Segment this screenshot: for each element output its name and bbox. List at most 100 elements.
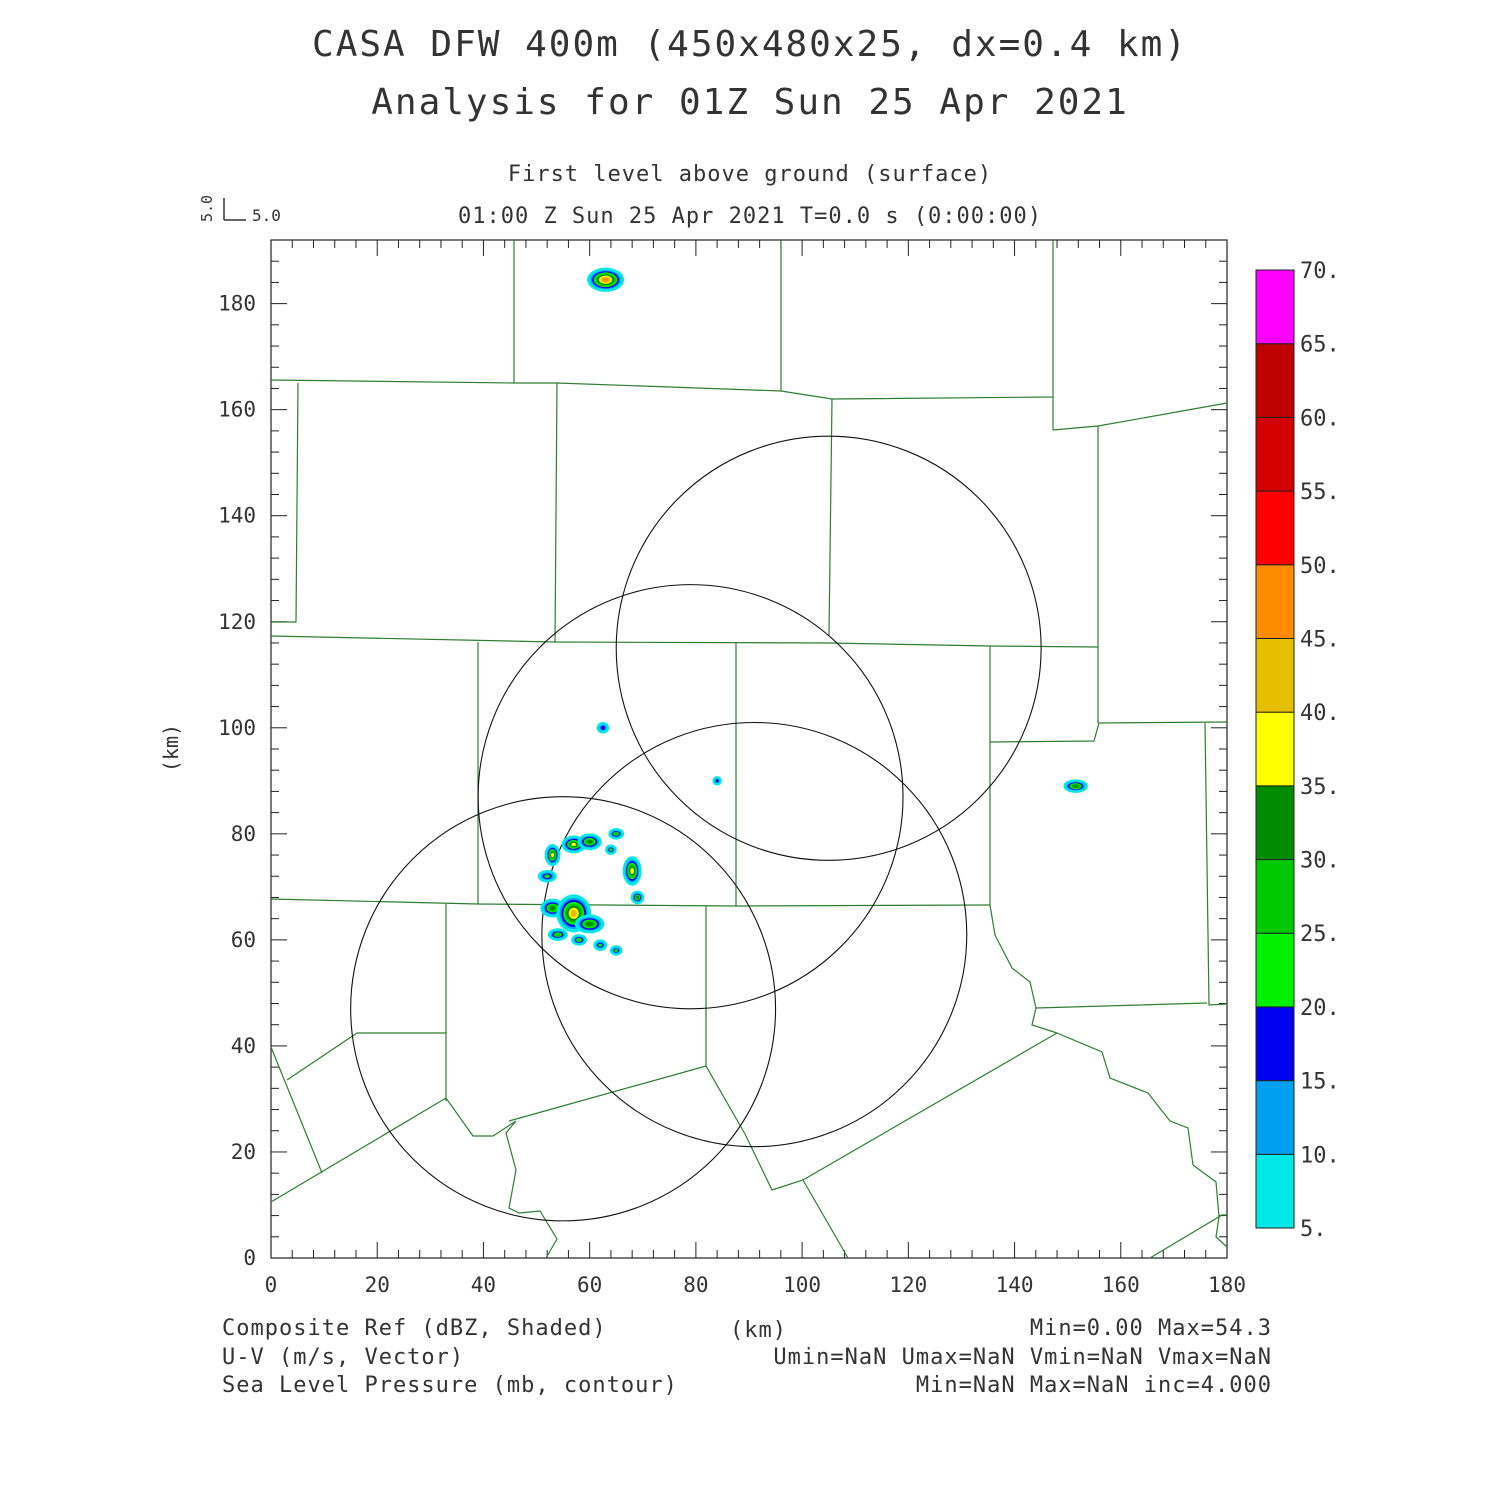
- reflectivity-band: [630, 867, 634, 875]
- reflectivity-band: [544, 874, 551, 879]
- colorbar-swatch: [1255, 1080, 1295, 1155]
- reflectivity-band: [602, 277, 609, 282]
- map-title: CASA DFW 400m (450x480x25, dx=0.4 km): [312, 24, 1188, 65]
- colorbar-label: 65.: [1300, 333, 1340, 358]
- y-tick-label: 120: [218, 610, 256, 634]
- axis-ticks: [270, 239, 1228, 1259]
- colorbar-label: 20.: [1300, 996, 1340, 1021]
- reflectivity-band: [614, 948, 619, 952]
- y-tick-label: 160: [218, 398, 256, 422]
- vector-scale-key: 5.0 5.0: [198, 195, 281, 225]
- colorbar-label: 5.: [1300, 1217, 1327, 1242]
- field-label-pressure: Sea Level Pressure (mb, contour): [222, 1373, 678, 1398]
- x-tick-label: 100: [783, 1273, 821, 1297]
- colorbar-swatch: [1255, 785, 1295, 861]
- colorbar-swatch: [1255, 932, 1295, 1008]
- colorbar-swatch: [1255, 416, 1295, 492]
- reflectivity-cell: [608, 828, 625, 840]
- x-tick-label: 140: [996, 1273, 1034, 1297]
- colorbar-label: 10.: [1300, 1143, 1340, 1168]
- colorbar-label: 45.: [1300, 627, 1340, 652]
- x-tick-label: 160: [1102, 1273, 1140, 1297]
- x-tick-label: 60: [577, 1273, 602, 1297]
- wind-minmax: Umin=NaN Umax=NaN Vmin=NaN Vmax=NaN: [773, 1345, 1272, 1370]
- x-tick-label: 20: [365, 1273, 390, 1297]
- reflectivity-band: [614, 832, 619, 836]
- reflectivity-band: [586, 921, 594, 927]
- reflectivity-cell: [605, 844, 617, 855]
- reflectivity-cell: [537, 869, 557, 883]
- reflectivity-cell: [587, 267, 625, 292]
- colorbar-swatch: [1255, 711, 1295, 787]
- y-tick-label: 80: [231, 822, 256, 846]
- reflectivity-band: [635, 895, 639, 899]
- reflectivity-cell: [574, 914, 605, 934]
- reflectivity-cell: [630, 890, 645, 905]
- range-ring: [350, 796, 777, 1222]
- colorbar-swatch: [1255, 1153, 1295, 1229]
- reflectivity-cell: [596, 722, 610, 734]
- radar-range-rings: [350, 435, 1042, 1222]
- colorbar-label: 30.: [1300, 849, 1340, 874]
- reflectivity-band: [549, 905, 556, 911]
- y-axis-unit: (km): [159, 724, 183, 772]
- vector-scale-x: 5.0: [252, 206, 281, 225]
- colorbar-swatch: [1255, 269, 1295, 345]
- reflectivity-band: [570, 909, 577, 917]
- x-tick-label: 180: [1208, 1273, 1246, 1297]
- reflectivity-band: [555, 933, 561, 937]
- reflectivity-band: [609, 848, 613, 852]
- level-label: First level above ground (surface): [507, 162, 993, 187]
- reflectivity-cell: [609, 945, 623, 956]
- y-tick-label: 20: [231, 1140, 256, 1164]
- analysis-time-title: Analysis for 01Z Sun 25 Apr 2021: [371, 82, 1129, 123]
- field-label-reflectivity: Composite Ref (dBZ, Shaded): [222, 1316, 607, 1341]
- reflectivity-minmax: Min=0.00 Max=54.3: [1029, 1316, 1272, 1341]
- reflectivity-cell: [622, 856, 642, 886]
- reflectivity-cell: [577, 833, 602, 851]
- x-axis-unit: (km): [730, 1318, 787, 1343]
- x-tick-label: 80: [683, 1273, 708, 1297]
- y-tick-label: 40: [231, 1034, 256, 1058]
- valid-time-label: 01:00 Z Sun 25 Apr 2021 T=0.0 s (0:00:00…: [457, 204, 1043, 229]
- y-tick-label: 0: [243, 1246, 256, 1270]
- range-ring: [615, 435, 1042, 861]
- county-boundaries: [270, 240, 1228, 1259]
- colorbar-label: 70.: [1300, 259, 1340, 284]
- x-tick-label: 120: [889, 1273, 927, 1297]
- x-tick-label: 0: [265, 1273, 278, 1297]
- y-tick-label: 100: [218, 716, 256, 740]
- reflectivity-cell: [571, 934, 587, 946]
- colorbar-label: 25.: [1300, 922, 1340, 947]
- vector-scale-y: 5.0: [198, 195, 216, 222]
- colorbar-label: 15.: [1300, 1070, 1340, 1095]
- range-ring: [477, 584, 904, 1010]
- x-tick-label: 40: [471, 1273, 496, 1297]
- reflectivity-band: [577, 938, 582, 942]
- colorbar-label: 35.: [1300, 775, 1340, 800]
- colorbar-label: 55.: [1300, 480, 1340, 505]
- colorbar-label: 60.: [1300, 406, 1340, 431]
- reflectivity-cell: [544, 843, 561, 867]
- colorbar-swatch: [1255, 564, 1295, 639]
- range-ring: [541, 721, 968, 1148]
- reflectivity-cells: [537, 267, 1088, 956]
- y-tick-labels: 0 20 40 60 80 100 120 140 160 180: [218, 292, 256, 1270]
- colorbar-swatch: [1255, 637, 1295, 713]
- reflectivity-cell: [712, 776, 722, 786]
- reflectivity-band: [1072, 784, 1079, 788]
- reflectivity-band: [600, 725, 606, 730]
- x-tick-labels: 0 20 40 60 80 100 120 140 160 180: [265, 1273, 1246, 1297]
- reflectivity-cell: [547, 928, 568, 941]
- colorbar-swatch: [1255, 490, 1295, 566]
- reflectivity-band: [715, 779, 719, 783]
- colorbar: 5. 10. 15. 20. 25. 30. 35. 40. 45. 50. 55. 60. 65. 70…: [1255, 259, 1340, 1242]
- y-tick-label: 180: [218, 292, 256, 316]
- reflectivity-band: [598, 943, 603, 947]
- colorbar-swatch: [1255, 1006, 1295, 1082]
- colorbar-label: 50.: [1300, 554, 1340, 579]
- y-tick-label: 140: [218, 504, 256, 528]
- plot-frame: [270, 239, 1228, 1259]
- reflectivity-cell: [593, 939, 608, 951]
